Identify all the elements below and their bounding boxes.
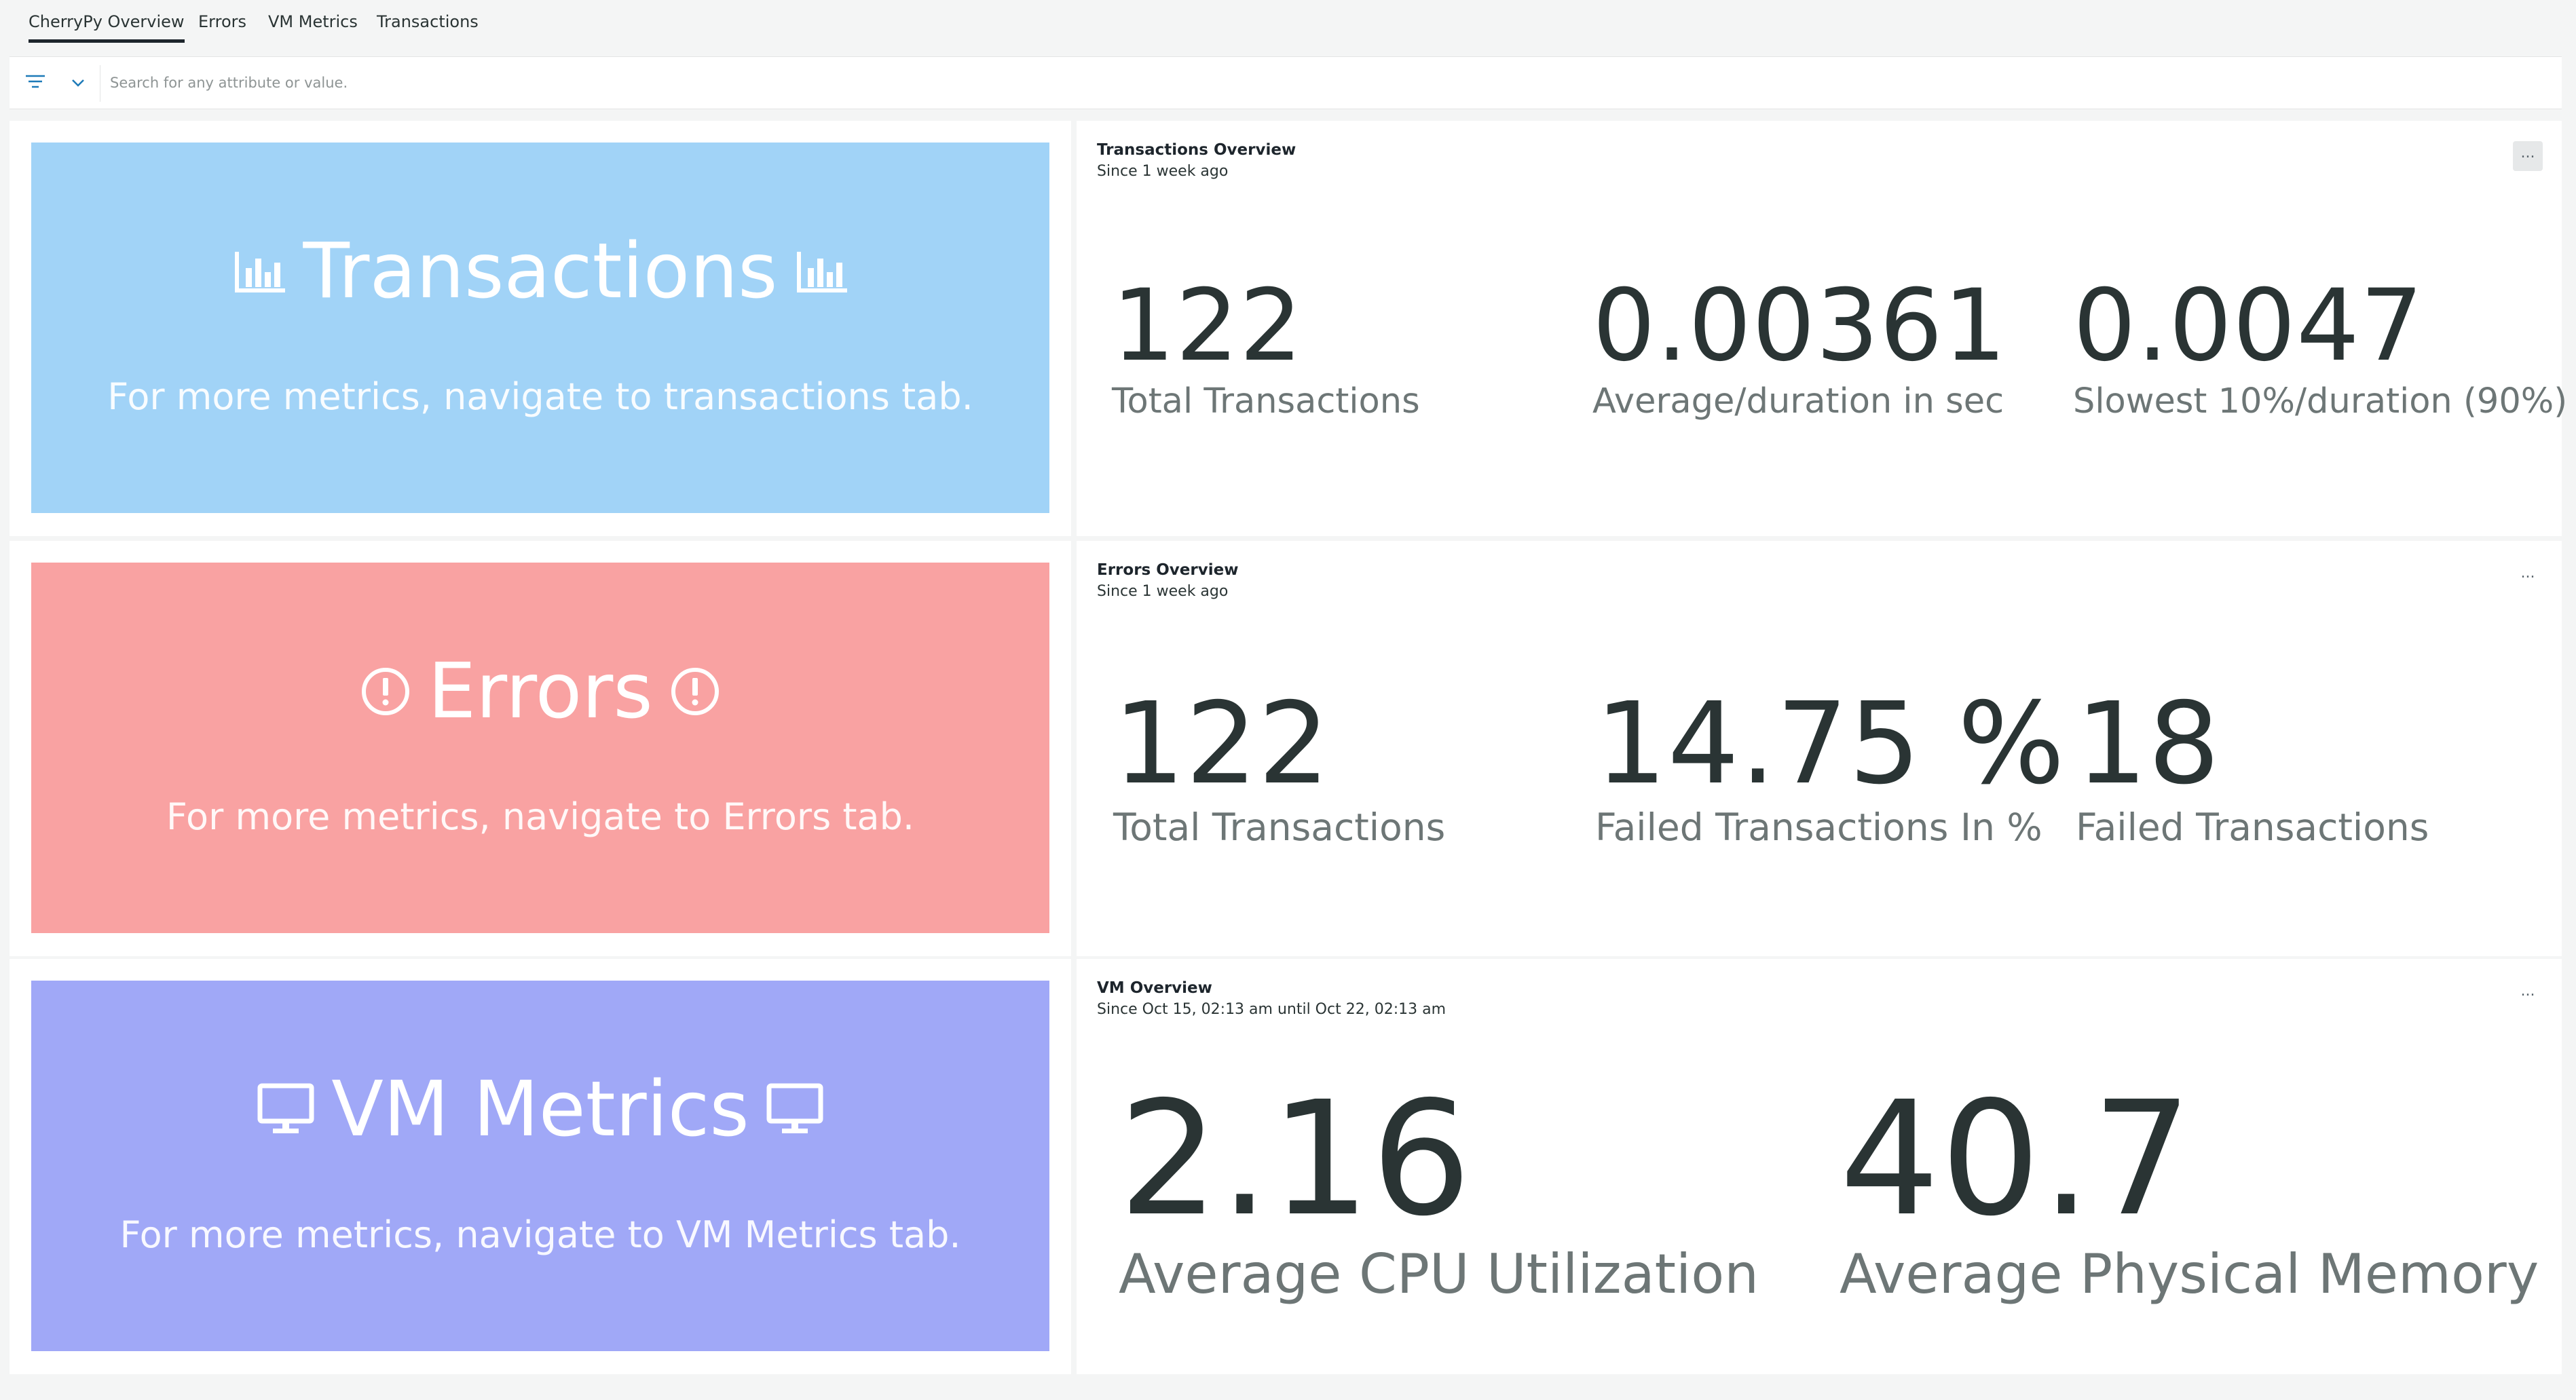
errors-banner-subtitle: For more metrics, navigate to Errors tab… xyxy=(166,795,915,838)
widget-time-range: Since 1 week ago xyxy=(1097,163,1229,180)
filter-bar xyxy=(10,56,2562,109)
tab-cherrypy-overview[interactable]: CherryPy Overview xyxy=(29,12,185,43)
transactions-banner-title: Transactions xyxy=(31,223,1049,316)
stat-value: 0.0047 xyxy=(2073,268,2424,383)
stat-label: Failed Transactions xyxy=(2076,806,2429,849)
stat-label: Average CPU Utilization xyxy=(1119,1243,1759,1306)
stat-average-cpu: 2.16 Average CPU Utilization xyxy=(1119,1074,1759,1305)
monitor-icon xyxy=(257,1083,314,1134)
vm-banner-widget: VM Metrics For more metrics, navigate to… xyxy=(10,959,1071,1374)
filter-button[interactable] xyxy=(24,71,92,95)
stat-value: 40.7 xyxy=(1840,1067,2193,1251)
stat-failed-percent: 14.75 % Failed Transactions In % xyxy=(1595,679,2066,850)
transactions-banner-widget: Transactions For more metrics, navigate … xyxy=(10,121,1071,536)
stat-value: 0.00361 xyxy=(1592,268,2007,383)
widget-title: Transactions Overview xyxy=(1097,141,1296,159)
alert-circle-icon xyxy=(671,668,719,716)
errors-banner-title-text: Errors xyxy=(428,647,653,736)
vm-overview-widget: VM Overview Since Oct 15, 02:13 am until… xyxy=(1077,959,2562,1374)
stat-label: Average/duration in sec xyxy=(1592,381,2004,421)
stat-label: Failed Transactions In % xyxy=(1595,806,2042,849)
tab-transactions[interactable]: Transactions xyxy=(377,12,479,31)
tab-bar: CherryPy Overview Errors VM Metrics Tran… xyxy=(0,0,2576,49)
vm-banner-title-text: VM Metrics xyxy=(331,1065,749,1154)
vm-banner: VM Metrics For more metrics, navigate to… xyxy=(31,981,1049,1351)
transactions-banner-title-text: Transactions xyxy=(303,227,778,316)
transactions-banner-subtitle: For more metrics, navigate to transactio… xyxy=(107,375,973,418)
stat-value: 14.75 % xyxy=(1595,679,2066,810)
widget-menu-button[interactable]: ... xyxy=(2520,565,2535,582)
filter-icon xyxy=(26,75,45,88)
widget-title: Errors Overview xyxy=(1097,561,1239,579)
errors-banner-widget: Errors For more metrics, navigate to Err… xyxy=(10,541,1071,956)
transactions-overview-widget: Transactions Overview Since 1 week ago .… xyxy=(1077,121,2567,536)
errors-banner: Errors For more metrics, navigate to Err… xyxy=(31,563,1049,933)
widget-time-range: Since 1 week ago xyxy=(1097,583,1229,600)
widget-title: VM Overview xyxy=(1097,979,1212,997)
stat-total-transactions: 122 Total Transactions xyxy=(1112,271,1420,423)
stat-label: Average Physical Memory xyxy=(1840,1243,2539,1306)
stat-label: Total Transactions xyxy=(1112,381,1420,421)
stat-failed-transactions: 18 Failed Transactions xyxy=(2076,679,2429,850)
stat-label: Total Transactions xyxy=(1113,806,1446,849)
tab-vm-metrics[interactable]: VM Metrics xyxy=(268,12,358,31)
tab-errors[interactable]: Errors xyxy=(198,12,247,31)
bar-chart-icon xyxy=(235,252,286,293)
stat-value: 18 xyxy=(2076,679,2221,810)
transactions-banner: Transactions For more metrics, navigate … xyxy=(31,143,1049,513)
alert-circle-icon xyxy=(362,668,410,716)
vm-banner-subtitle: For more metrics, navigate to VM Metrics… xyxy=(119,1213,961,1256)
monitor-icon xyxy=(766,1083,823,1134)
stat-value: 2.16 xyxy=(1119,1067,1472,1251)
stat-average-duration: 0.00361 Average/duration in sec xyxy=(1592,271,2007,423)
widget-menu-button[interactable]: ... xyxy=(2513,141,2543,171)
search-input[interactable] xyxy=(110,69,2540,96)
stat-total-transactions: 122 Total Transactions xyxy=(1113,679,1446,850)
stat-label: Slowest 10%/duration (90%) xyxy=(2073,381,2568,421)
stat-value: 122 xyxy=(1113,679,1330,810)
stat-slowest-duration: 0.0047 Slowest 10%/duration (90%) xyxy=(2073,271,2567,423)
widget-menu-button[interactable]: ... xyxy=(2520,983,2535,1000)
bar-chart-icon xyxy=(796,252,847,293)
stat-average-memory: 40.7 Average Physical Memory xyxy=(1840,1074,2539,1305)
vm-banner-title: VM Metrics xyxy=(31,1061,1049,1154)
errors-overview-widget: Errors Overview Since 1 week ago ... 122… xyxy=(1077,541,2562,956)
errors-banner-title: Errors xyxy=(31,643,1049,736)
chevron-down-icon xyxy=(72,79,84,87)
stat-value: 122 xyxy=(1112,268,1303,383)
widget-time-range: Since Oct 15, 02:13 am until Oct 22, 02:… xyxy=(1097,1001,1446,1018)
